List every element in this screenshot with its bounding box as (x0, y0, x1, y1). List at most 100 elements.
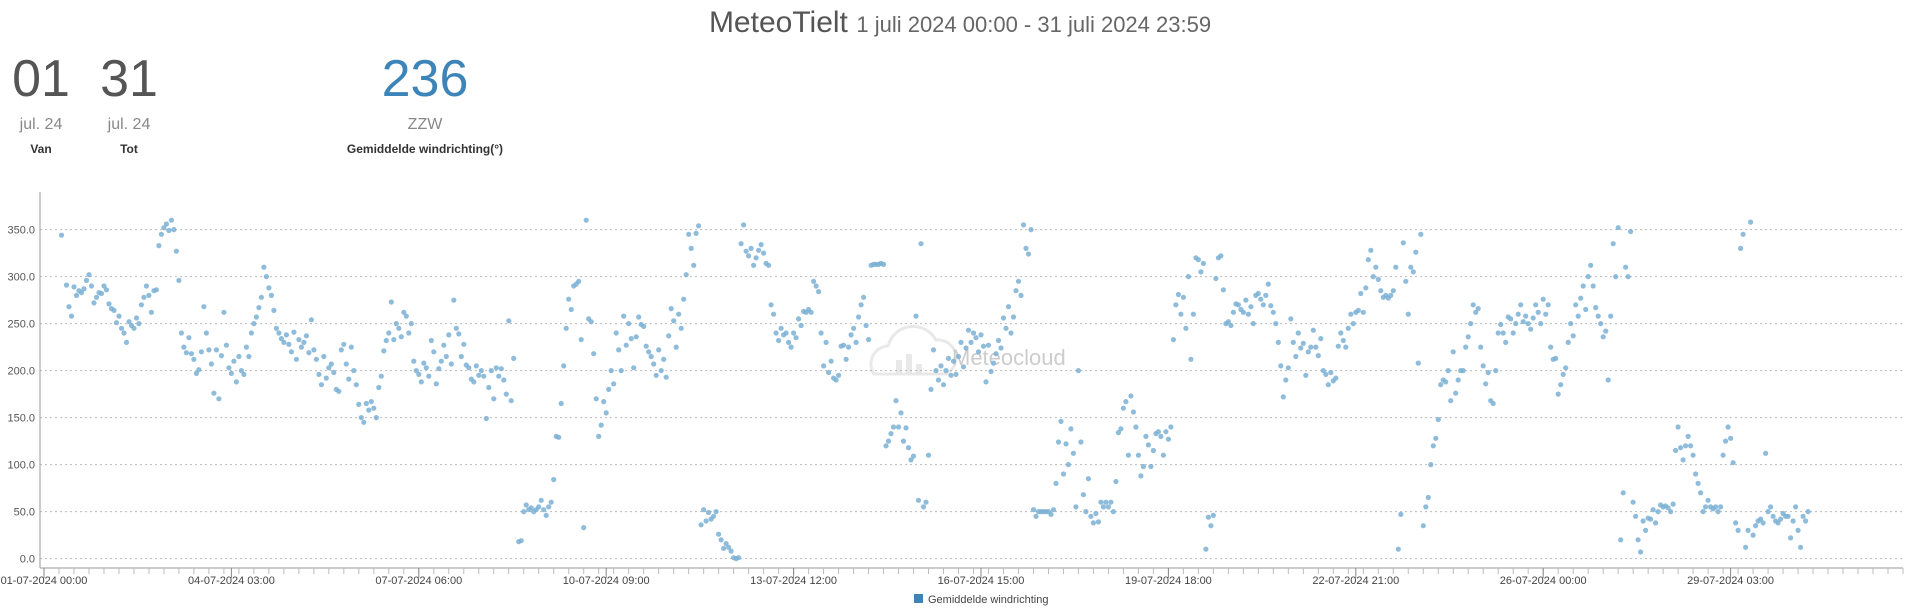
data-point (121, 330, 127, 336)
data-point (1558, 382, 1564, 388)
data-point (918, 241, 924, 247)
data-point (206, 347, 212, 353)
data-point (1053, 480, 1059, 486)
chart-title: MeteoTielt 1 juli 2024 00:00 - 31 juli 2… (0, 6, 1920, 40)
stat-wind-label: Gemiddelde windrichting(°) (346, 142, 504, 156)
data-point (218, 353, 224, 359)
data-point (1618, 537, 1624, 543)
data-point (231, 358, 237, 364)
data-point (1623, 264, 1629, 270)
data-point (593, 396, 599, 402)
data-point (1170, 337, 1176, 343)
legend-label: Gemiddelde windrichting (928, 594, 1048, 606)
data-point (188, 351, 194, 357)
data-point (1295, 330, 1301, 336)
x-tick-label: 26-07-2024 00:00 (1500, 575, 1587, 587)
data-point (1443, 379, 1449, 385)
data-point (988, 368, 994, 375)
data-point (338, 347, 344, 353)
data-point (970, 330, 977, 336)
data-point (136, 321, 142, 327)
data-point (1543, 311, 1549, 317)
data-point (328, 361, 334, 367)
data-point (713, 509, 719, 515)
data-point (633, 334, 639, 340)
data-point (546, 504, 552, 510)
data-point (1303, 372, 1309, 378)
data-point (1005, 304, 1012, 310)
data-point (626, 321, 632, 327)
data-point (1280, 394, 1286, 400)
data-point (1630, 499, 1636, 505)
data-point (1270, 309, 1276, 315)
data-point (201, 304, 207, 310)
data-point (761, 250, 767, 256)
data-point (1120, 405, 1126, 411)
data-point (1573, 302, 1579, 308)
data-point (1415, 360, 1421, 366)
data-point (321, 353, 327, 360)
data-point (391, 337, 397, 343)
data-point (796, 316, 802, 322)
data-point (1700, 509, 1706, 515)
data-point (1218, 253, 1224, 259)
data-point (1428, 462, 1434, 468)
data-point (766, 262, 772, 268)
data-point (1195, 257, 1201, 263)
data-point (361, 419, 367, 425)
data-point (643, 343, 649, 349)
data-point (930, 347, 937, 353)
data-point (1368, 247, 1374, 253)
data-point (841, 342, 847, 348)
data-point (646, 349, 652, 355)
stat-to: 31 jul. 24 Tot (98, 48, 160, 156)
data-point (126, 319, 132, 325)
data-point (1145, 442, 1151, 448)
y-tick-label: 250.0 (7, 319, 35, 331)
data-point (198, 349, 204, 355)
x-tick-label: 19-07-2024 18:00 (1125, 575, 1212, 587)
data-point (58, 232, 65, 238)
data-point (848, 332, 854, 338)
data-point (133, 315, 140, 321)
data-point (183, 350, 189, 356)
data-point (1245, 311, 1251, 317)
data-point (1133, 424, 1139, 430)
data-point (1355, 307, 1361, 313)
data-point (141, 294, 147, 300)
data-point (123, 339, 130, 345)
data-point (751, 262, 757, 268)
data-point (1620, 490, 1626, 496)
data-point (576, 278, 582, 284)
data-point (661, 356, 667, 362)
data-point (1723, 438, 1729, 444)
data-point (783, 330, 789, 336)
data-point (1063, 441, 1069, 447)
data-point (1138, 473, 1144, 479)
data-point (1318, 336, 1324, 342)
data-point (403, 313, 409, 319)
data-point (908, 457, 914, 463)
data-point (738, 241, 744, 247)
data-point (1603, 328, 1609, 334)
data-point (93, 294, 100, 300)
data-point (641, 323, 647, 329)
data-point (1583, 306, 1589, 313)
data-point (1310, 327, 1316, 333)
data-point (1685, 433, 1691, 439)
data-point (1438, 382, 1444, 388)
data-point (458, 353, 464, 360)
data-point (1605, 377, 1611, 383)
data-point (303, 333, 309, 339)
data-point (1165, 436, 1171, 442)
data-point (706, 509, 712, 516)
data-point (478, 368, 484, 374)
data-point (436, 366, 442, 372)
data-point (1713, 504, 1719, 510)
data-point (920, 504, 927, 510)
data-point (1718, 504, 1724, 510)
data-point (166, 227, 172, 234)
data-point (1050, 507, 1057, 513)
data-point (1653, 520, 1659, 526)
data-point (950, 358, 957, 364)
